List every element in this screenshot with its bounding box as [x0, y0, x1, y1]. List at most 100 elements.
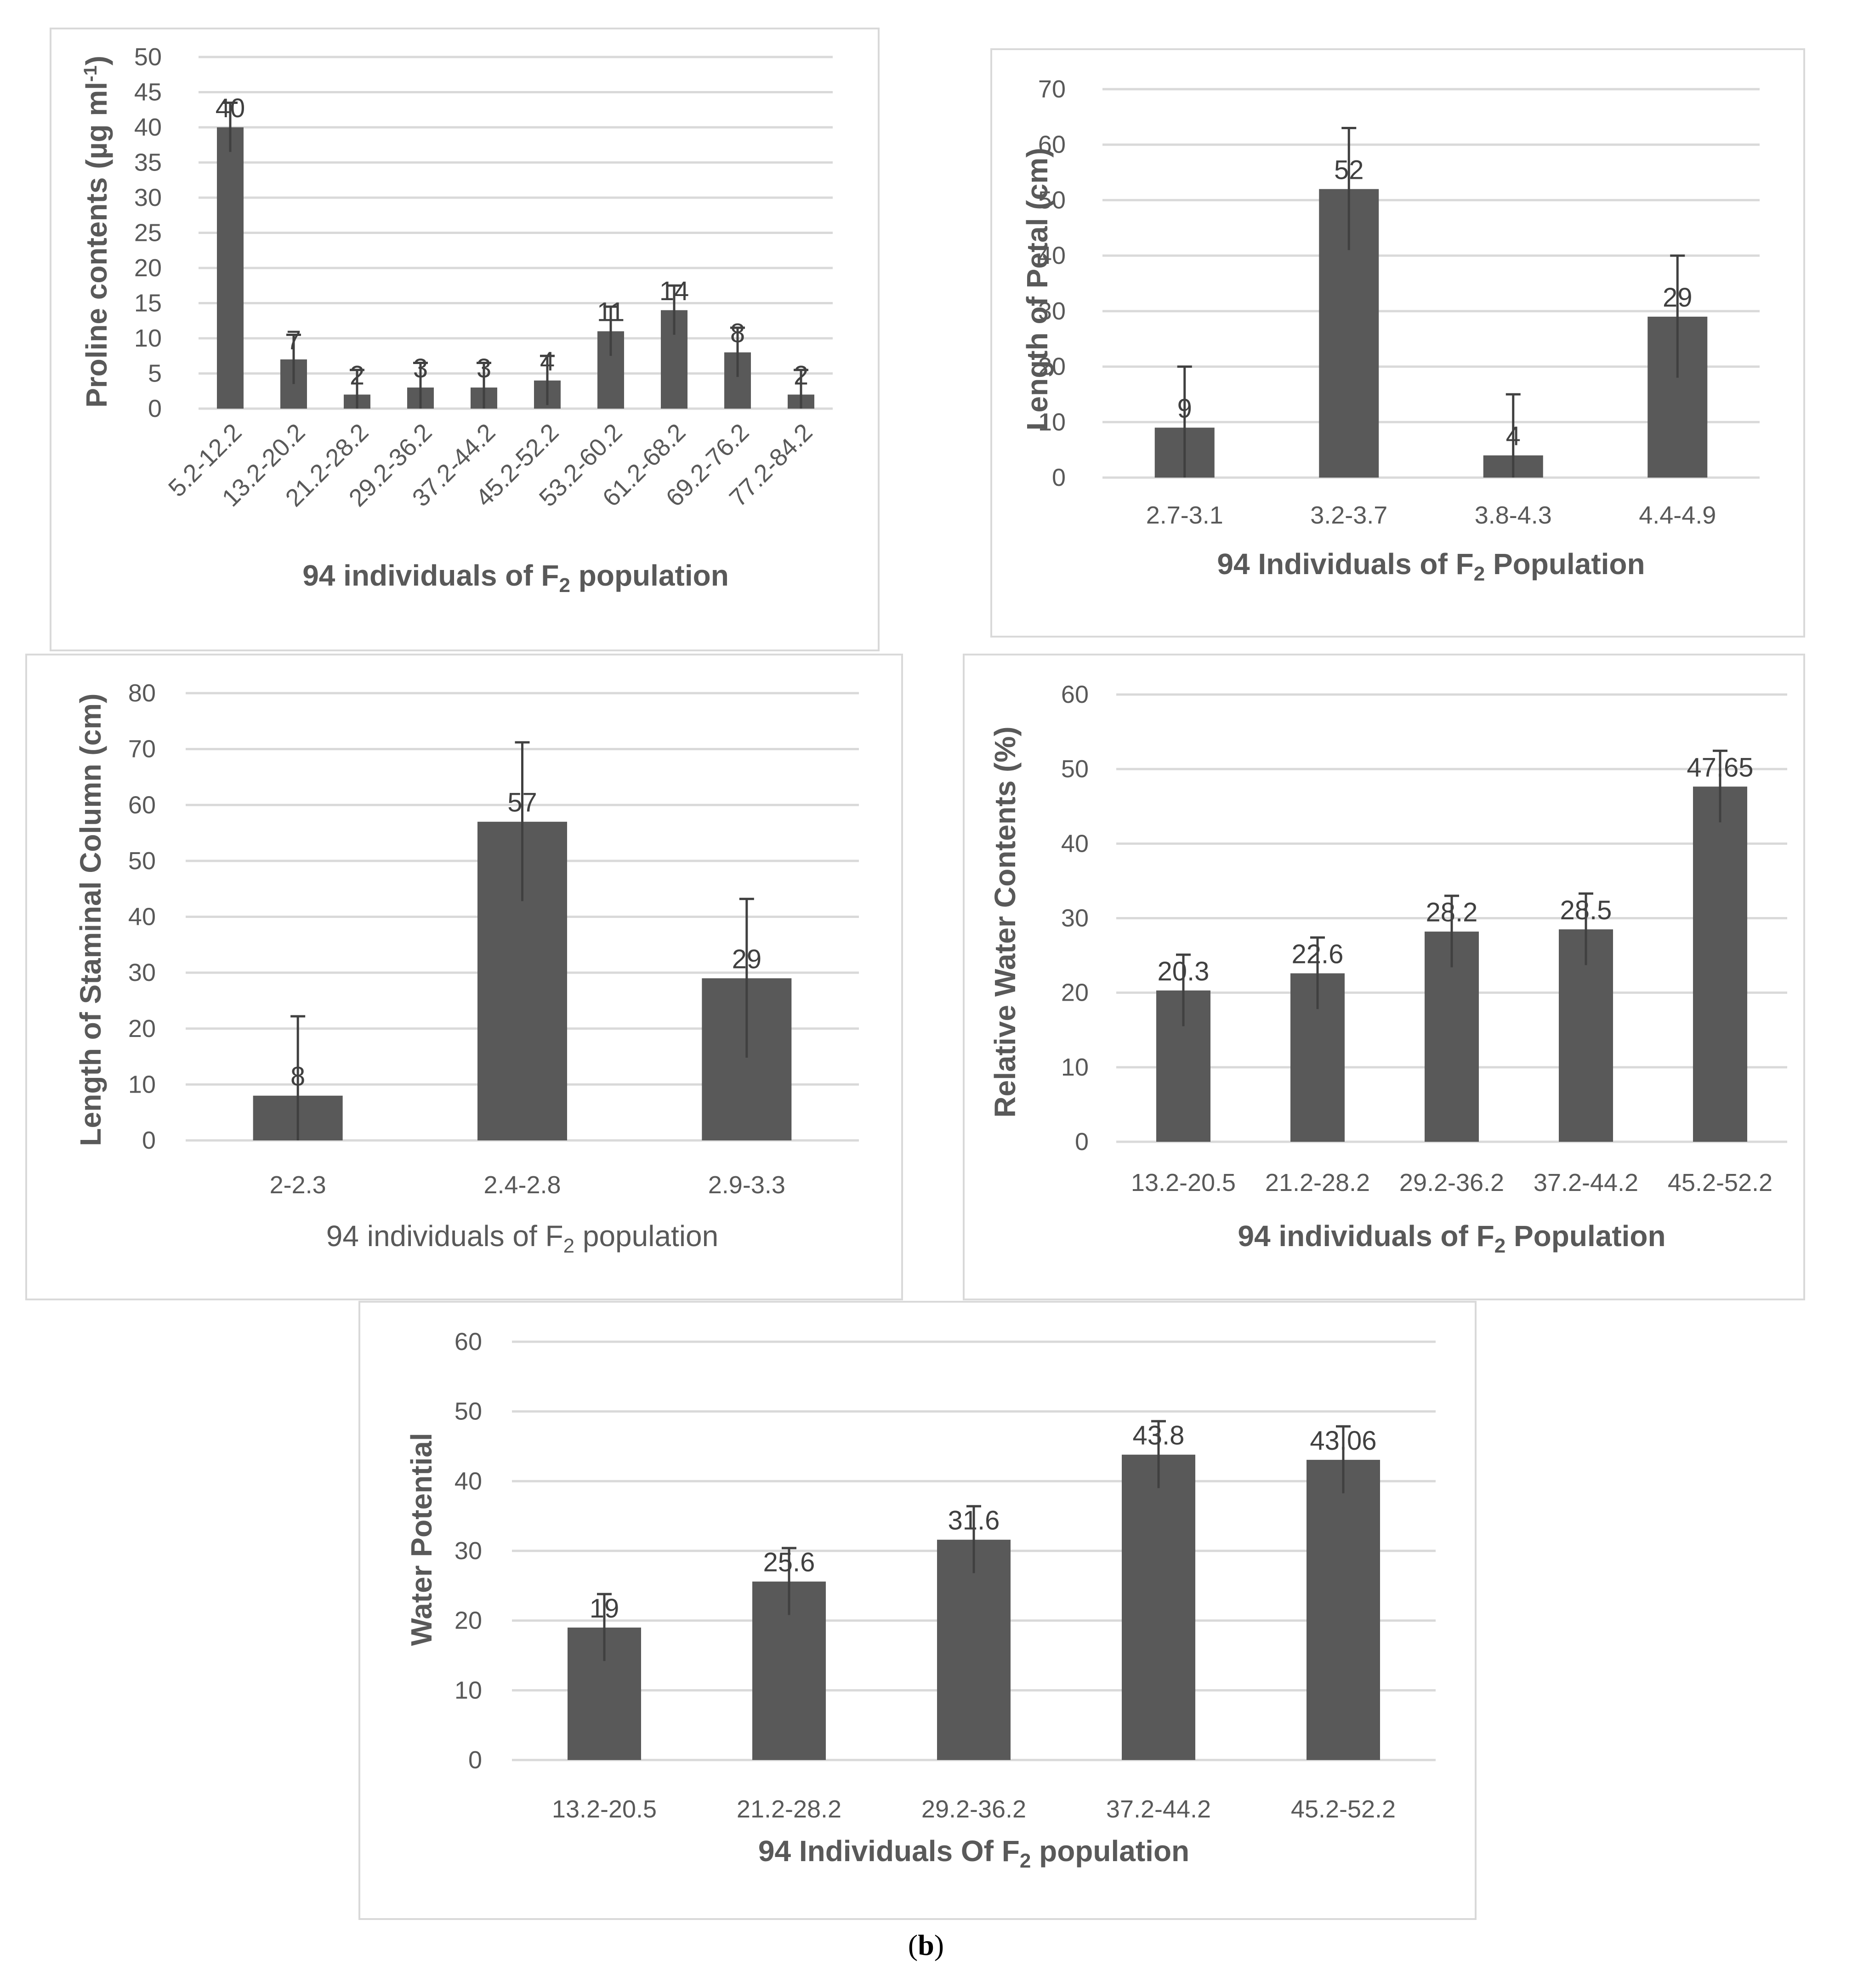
data-label: 22.6: [1292, 940, 1344, 969]
data-label: 14: [659, 276, 689, 306]
y-tick-label: 35: [134, 149, 162, 177]
xlabel-pre: 94 individuals of F: [1238, 1219, 1494, 1253]
data-label: 4: [1506, 422, 1521, 451]
data-label: 43.8: [1133, 1421, 1185, 1451]
y-tick-label: 60: [454, 1328, 482, 1356]
data-label: 47.65: [1687, 752, 1753, 782]
ylabel-pre: Proline contents (µg ml: [80, 82, 113, 408]
y-tick-label: 5: [148, 360, 162, 387]
x-tick-label: 3.8-4.3: [1475, 501, 1552, 529]
xlabel-post: Population: [1505, 1219, 1665, 1253]
x-tick-label: 21.2-28.2: [737, 1795, 841, 1823]
ylabel-sup: -1: [80, 65, 101, 82]
data-label: 4: [540, 347, 555, 376]
caption-open: (: [908, 1929, 918, 1961]
y-tick-label: 10: [1038, 408, 1066, 436]
data-label: 57: [507, 788, 537, 818]
x-tick-label: 2.4-2.8: [483, 1171, 561, 1199]
data-label: 3: [477, 353, 491, 383]
x-axis-label: 94 Individuals Of F2 population: [758, 1834, 1189, 1872]
y-tick-label: 45: [134, 79, 162, 106]
ylabel-pre: Water Potential: [405, 1433, 438, 1646]
ylabel-pre: Length of Petal (cm): [1021, 148, 1054, 430]
y-tick-label: 10: [454, 1676, 482, 1704]
x-tick-label: 29.2-36.2: [921, 1795, 1026, 1823]
y-tick-label: 40: [128, 903, 156, 931]
x-tick-label: 37.2-44.2: [1534, 1169, 1638, 1196]
xlabel-pre: 94 Individuals of F: [1217, 547, 1473, 581]
data-label: 28.5: [1560, 895, 1612, 925]
y-tick-label: 0: [468, 1746, 482, 1774]
y-tick-label: 20: [128, 1015, 156, 1042]
y-tick-label: 0: [1052, 464, 1066, 491]
xlabel-post: population: [1031, 1834, 1189, 1868]
xlabel-sub: 2: [1474, 563, 1485, 585]
y-axis-label: Proline contents (µg ml-1): [80, 56, 113, 408]
x-tick-label: 13.2-20.5: [1131, 1169, 1236, 1196]
staminal-column-chart: 0 10 20 30 40 50 60 70 80 8 2-2.3 57 2.4-2.8 29 2.9-3.…: [74, 679, 859, 1257]
y-tick-label: 20: [1061, 979, 1089, 1007]
caption-close: ): [934, 1929, 944, 1961]
water-potential-chart-panel: 0 10 20 30 40 50 60 19 13.2-20.5 25.6 21.2-28.2 31.…: [358, 1301, 1477, 1920]
bar: [1693, 786, 1747, 1142]
bar: [937, 1539, 1011, 1760]
y-tick-label: 80: [128, 679, 156, 707]
y-tick-label: 70: [128, 735, 156, 763]
y-tick-label: 10: [134, 325, 162, 352]
petal-chart-panel: 0 10 20 30 40 50 60 70 9 2.7-3.1 52 3.2-3.7 4 3.8-4.3…: [990, 48, 1805, 638]
data-label: 40: [216, 93, 245, 123]
y-axis-label: Length of Petal (cm): [1021, 148, 1054, 430]
x-axis-label: 94 individuals of F2 population: [326, 1219, 718, 1257]
x-tick-label: 37.2-44.2: [1106, 1795, 1211, 1823]
water-potential-chart: 0 10 20 30 40 50 60 19 13.2-20.5 25.6 21.2-28.2 31.…: [405, 1328, 1436, 1872]
y-tick-label: 50: [128, 847, 156, 875]
data-label: 2: [794, 360, 808, 390]
xlabel-post: population: [574, 1219, 718, 1253]
data-label: 19: [590, 1594, 619, 1623]
y-tick-label: 60: [128, 791, 156, 819]
x-axis-label: 94 Individuals of F2 Population: [1217, 547, 1645, 585]
y-tick-label: 30: [128, 959, 156, 986]
staminal-chart-panel: 0 10 20 30 40 50 60 70 80 8 2-2.3 57 2.4-2.8 29 2.9-3.…: [25, 654, 903, 1300]
y-tick-label: 15: [134, 290, 162, 317]
x-tick-label: 2.9-3.3: [708, 1171, 785, 1199]
x-tick-label: 21.2-28.2: [1265, 1169, 1370, 1196]
x-tick-label: 45.2-52.2: [1668, 1169, 1772, 1196]
y-tick-label: 30: [1061, 905, 1089, 932]
bar: [217, 127, 244, 409]
xlabel-sub: 2: [559, 574, 570, 597]
rwc-chart-panel: 0 10 20 30 40 50 60 20.3 13.2-20.5 22.6 21.2-28.2 2…: [963, 654, 1805, 1300]
data-label: 43.06: [1310, 1426, 1376, 1456]
ylabel-post: ): [80, 56, 113, 65]
bar: [1122, 1454, 1195, 1760]
data-label: 9: [1177, 393, 1192, 423]
data-label: 31.6: [948, 1506, 1000, 1536]
xlabel-sub: 2: [563, 1235, 574, 1257]
xlabel-pre: 94 individuals of F: [302, 559, 559, 592]
figure-caption: (b): [0, 1928, 1852, 1962]
x-tick-label: 29.2-36.2: [1399, 1169, 1504, 1196]
y-tick-label: 50: [454, 1398, 482, 1425]
y-tick-label: 40: [1061, 830, 1089, 857]
x-tick-label: 2-2.3: [270, 1171, 326, 1199]
data-label: 29: [732, 944, 762, 974]
data-label: 3: [413, 353, 428, 383]
y-axis-label: Length of Staminal Column (cm): [74, 694, 107, 1146]
y-tick-label: 10: [1061, 1054, 1089, 1081]
x-axis-label: 94 individuals of F2 Population: [1238, 1219, 1665, 1257]
y-tick-label: 20: [134, 254, 162, 282]
bar: [1307, 1459, 1380, 1760]
y-tick-label: 25: [134, 219, 162, 247]
y-axis-label: Water Potential: [405, 1433, 438, 1646]
y-tick-label: 20: [1038, 353, 1066, 381]
xlabel-post: population: [570, 559, 729, 592]
proline-chart-panel: 0 5 10 15 20 25 30 35 40 45 50 40 5.2-12.2 7 13.2-20.2…: [50, 28, 880, 651]
proline-chart: 05101520253035404550405.2-12.2713.2-20.2…: [80, 43, 833, 597]
xlabel-sub: 2: [1020, 1850, 1031, 1872]
x-tick-label: 13.2-20.5: [552, 1795, 657, 1823]
data-label: 7: [286, 325, 301, 355]
y-tick-label: 30: [454, 1537, 482, 1565]
y-tick-label: 60: [1038, 131, 1066, 159]
y-tick-label: 30: [134, 184, 162, 211]
ylabel-pre: Length of Staminal Column (cm): [74, 694, 107, 1146]
